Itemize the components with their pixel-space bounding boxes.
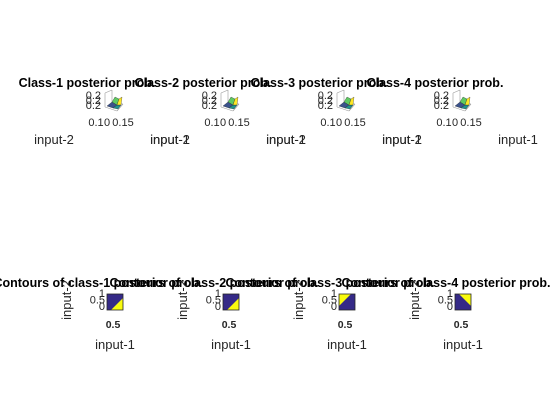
surface-axis-line [336,89,345,94]
surface-ztick-label: 0.2 [318,95,333,107]
contour-ytick-label: 0 [215,301,221,313]
contour-ytick-label: 1 [99,288,105,300]
contour-xlabel-4: input-1 [443,337,483,352]
surface-patch [348,96,355,106]
surface-xtick-label: 0 [452,117,458,129]
contour-ytick-label: 0.5 [322,295,337,307]
contour-title-1: Contours of class-1 posterior prob. [0,276,203,290]
surface-axis-line [348,103,356,112]
surface-axis-line [220,106,234,112]
contour-ytick-label: 0 [99,301,105,313]
surface-xtick-label: 0 [220,117,226,129]
surface-patch [464,96,471,106]
contour-xtick-label: 0.5 [106,319,121,331]
contour-fill-high [459,294,471,306]
surface-xtick-label: 0.15 [460,117,481,129]
contour-ytick-label: 0.5 [438,295,453,307]
surface-xtick-label: 0.1 [436,117,451,129]
contour-fill-high [227,298,239,310]
surface-title-1: Class-1 posterior prob. [19,76,156,90]
surface-axis-line [104,89,113,94]
contour-ylabel-1: input-2 [59,280,74,320]
surface-xtick-label: 0.1 [320,117,335,129]
surface-axis-line [336,106,350,112]
surface-ztick-label: 0.2 [318,90,333,102]
surface-xlabel-4: input-2 [382,132,422,147]
contour-xtick-label: 0.5 [338,319,353,331]
surface-ztick-label: 0.2 [434,100,449,112]
surface-xlabel-2: input-2 [150,132,190,147]
surface-xlabel-1: input-2 [34,132,74,147]
contour-xtick-label: 0.5 [222,319,237,331]
surface-title-2: Class-2 posterior prob. [135,76,272,90]
contour-ytick-label: 0 [331,301,337,313]
surface-ztick-label: 0.2 [434,95,449,107]
contour-ytick-label: 1 [447,288,453,300]
contour-plot-4 [454,293,472,311]
contour-ytick-label: 0 [447,301,453,313]
contour-ylabel-2: input-2 [175,280,190,320]
surface-ztick-label: 0.2 [202,95,217,107]
surface-ylabel-1: input-1 [150,132,190,147]
contour-frame [106,293,124,311]
surface-ztick-label: 0.2 [86,100,101,112]
surface-title-4: Class-4 posterior prob. [367,76,504,90]
surface-axis-line [452,106,466,112]
contour-plot-2 [222,293,240,311]
surface-xtick-label: 0 [336,117,342,129]
surface-ztick-label: 0.2 [86,95,101,107]
surface-axis-line [452,89,461,94]
contour-plot-3 [338,293,356,311]
contour-ytick-label: 1 [331,288,337,300]
surface-ztick-label: 0.2 [318,100,333,112]
contour-xlabel-2: input-1 [211,337,251,352]
surface-axis-line [220,89,229,94]
surface-ylabel-3: input-1 [382,132,422,147]
surface-xtick-label: 0.15 [228,117,249,129]
surface-plot-2 [220,89,240,112]
contour-frame [222,293,240,311]
surface-patch [116,96,123,106]
surface-xlabel-3: input-2 [266,132,306,147]
surface-ztick-label: 0.2 [202,90,217,102]
contour-title-3: Contours of class-3 posterior prob. [225,276,434,290]
surface-xtick-label: 0.15 [112,117,133,129]
surface-plot-3 [336,89,356,112]
contour-xlabel-3: input-1 [327,337,367,352]
contour-ytick-label: 0.5 [206,295,221,307]
surface-axis-line [104,106,118,112]
contour-fill-high [111,298,123,310]
surface-xtick-label: 0.15 [344,117,365,129]
contour-frame [454,293,472,311]
surface-axis-line [232,103,240,112]
surface-ylabel-2: input-1 [266,132,306,147]
contour-frame [338,293,356,311]
contour-ylabel-3: input-2 [291,280,306,320]
surface-xtick-label: 0.1 [88,117,103,129]
contour-xtick-label: 0.5 [454,319,469,331]
contour-title-4: Contours of class-4 posterior prob. [341,276,550,290]
contour-xlabel-1: input-1 [95,337,135,352]
contour-plot-1 [106,293,124,311]
surface-ztick-label: 0.2 [86,90,101,102]
surface-patch [232,96,239,106]
surface-xtick-label: 0.1 [204,117,219,129]
contour-fill-high [339,294,351,306]
surface-title-3: Class-3 posterior prob. [251,76,388,90]
surface-xtick-label: 0 [104,117,110,129]
surface-axis-line [464,103,472,112]
surface-axis-line [116,103,124,112]
surface-ztick-label: 0.2 [202,100,217,112]
surface-ylabel-4: input-1 [498,132,538,147]
contour-ytick-label: 0.5 [90,295,105,307]
contour-ylabel-4: input-2 [407,280,422,320]
contour-title-2: Contours of class-2 posterior prob. [109,276,318,290]
surface-plot-1 [104,89,124,112]
contour-ytick-label: 1 [215,288,221,300]
surface-ztick-label: 0.2 [434,90,449,102]
surface-plot-4 [452,89,472,112]
